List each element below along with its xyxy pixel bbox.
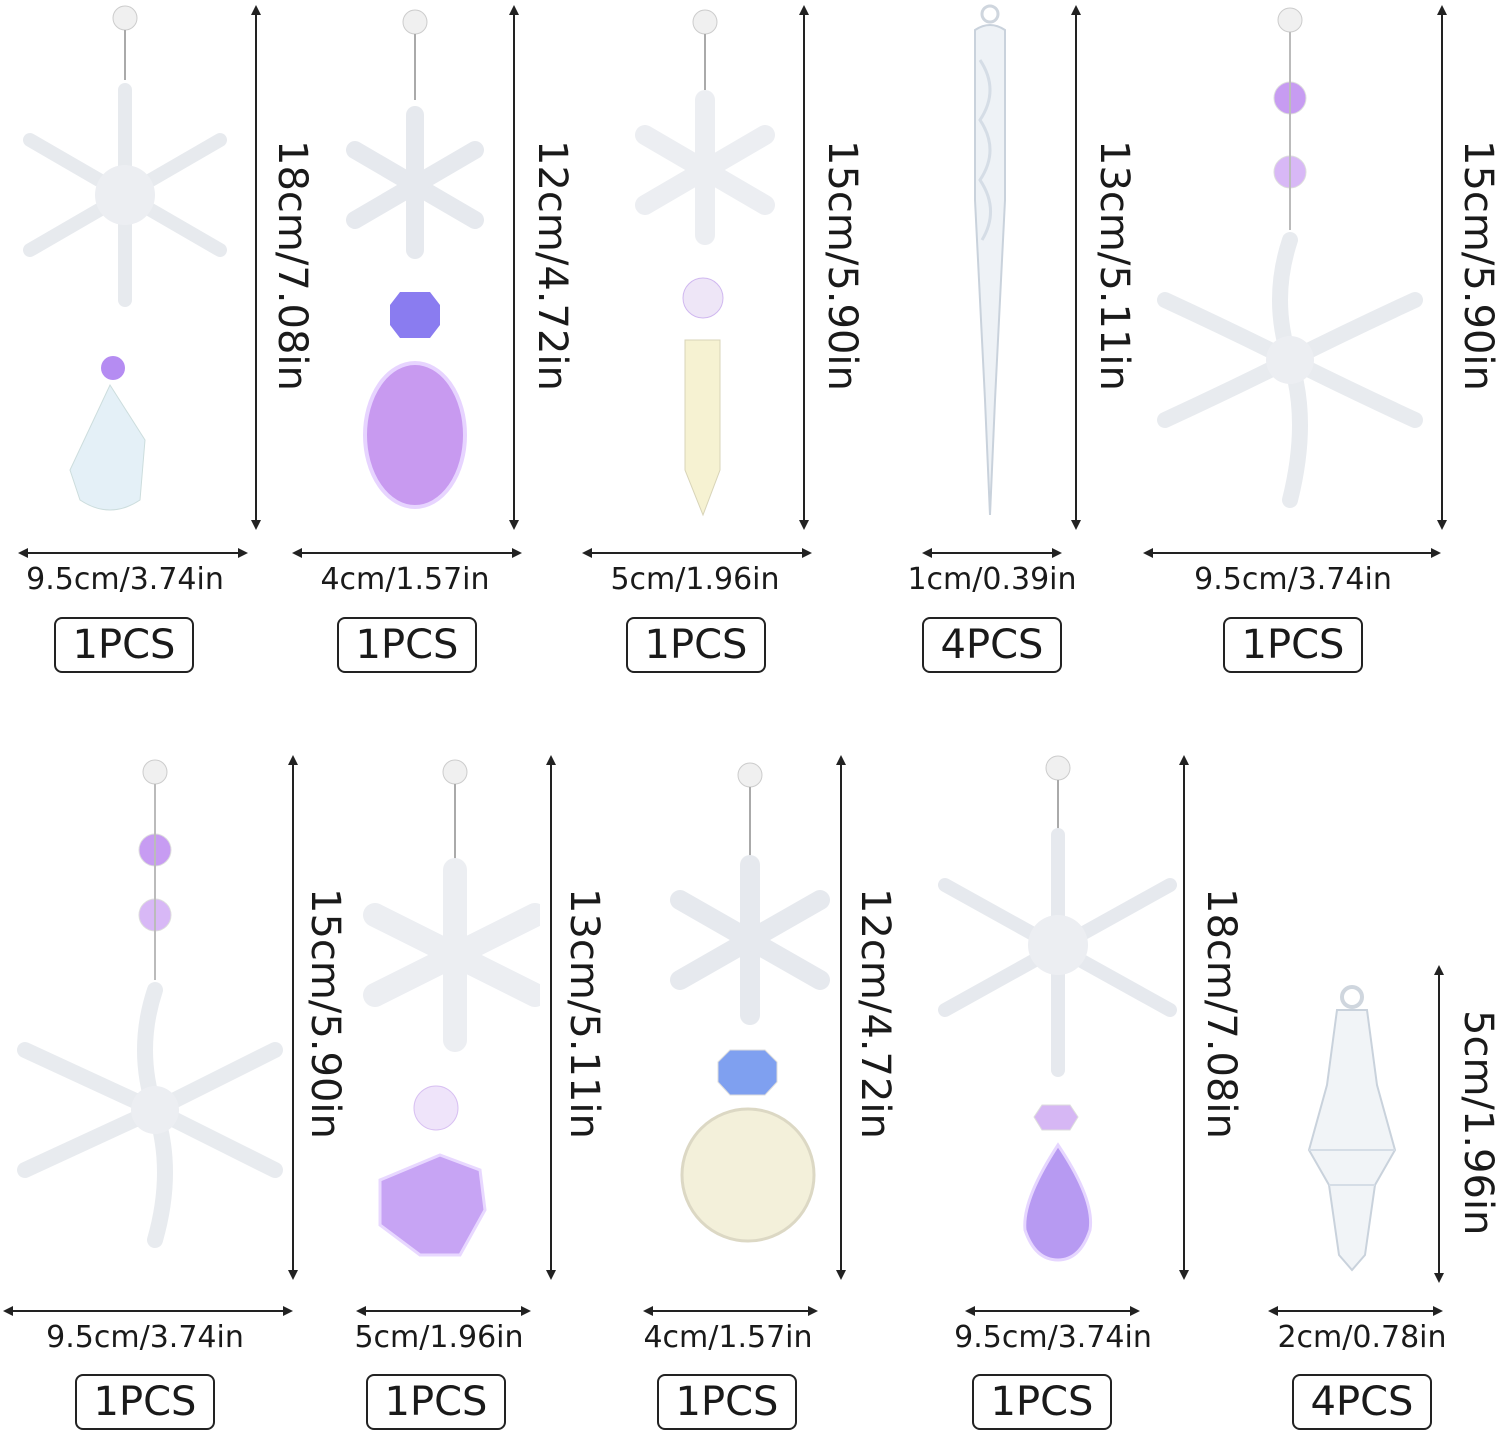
height-dimension-arrow — [835, 755, 847, 1280]
width-dimension-arrow — [356, 1302, 531, 1316]
snowflake-ornament-c-image — [635, 9, 775, 517]
quantity-badge: 1PCS — [626, 617, 766, 673]
width-dimension-arrow — [643, 1302, 818, 1316]
height-label: 12cm/4.72in — [852, 888, 898, 1139]
width-dimension-arrow — [922, 544, 1062, 558]
width-label: 5cm/1.96in — [610, 562, 780, 597]
height-label: 13cm/5.11in — [561, 888, 607, 1139]
height-dimension-arrow — [1178, 755, 1190, 1280]
height-label: 15cm/5.90in — [302, 888, 348, 1139]
width-dimension-arrow — [18, 544, 248, 558]
quantity-badge: 4PCS — [1292, 1374, 1432, 1430]
height-dimension-arrow — [508, 5, 520, 530]
quantity-badge: 1PCS — [366, 1374, 506, 1430]
height-dimension-arrow — [287, 755, 299, 1280]
height-label: 15cm/5.90in — [1455, 140, 1500, 391]
quantity-badge: 1PCS — [972, 1374, 1112, 1430]
snowflake-ornament-b-image — [346, 9, 484, 509]
width-label: 9.5cm/3.74in — [1194, 562, 1392, 597]
snowflake-ornament-f-image — [938, 755, 1177, 1262]
quantity-badge: 1PCS — [1223, 617, 1363, 673]
swirl-snowflake-ornament-b-image — [17, 759, 283, 1248]
height-label: 15cm/5.90in — [819, 140, 865, 391]
width-dimension-arrow — [3, 1302, 293, 1316]
quantity-badge: 1PCS — [75, 1374, 215, 1430]
height-dimension-arrow — [545, 755, 557, 1280]
width-label: 9.5cm/3.74in — [26, 562, 224, 597]
width-dimension-arrow — [1143, 544, 1441, 558]
height-label: 18cm/7.08in — [1198, 888, 1244, 1139]
height-label: 5cm/1.96in — [1455, 1010, 1500, 1236]
height-dimension-arrow — [1433, 965, 1445, 1283]
width-label: 1cm/0.39in — [907, 562, 1077, 597]
width-dimension-arrow — [292, 544, 522, 558]
height-dimension-arrow — [1436, 5, 1448, 530]
height-label: 12cm/4.72in — [529, 140, 575, 391]
snowflake-ornament-a-image — [23, 5, 227, 511]
height-label: 18cm/7.08in — [269, 140, 315, 391]
height-dimension-arrow — [1070, 5, 1082, 530]
width-label: 4cm/1.57in — [643, 1320, 813, 1355]
icicle-ornament-image — [974, 4, 1006, 516]
height-label: 13cm/5.11in — [1091, 140, 1137, 391]
height-dimension-arrow — [798, 5, 810, 530]
width-label: 2cm/0.78in — [1277, 1320, 1447, 1355]
swirl-snowflake-ornament-a-image — [1157, 7, 1423, 508]
width-label: 5cm/1.96in — [354, 1320, 524, 1355]
width-dimension-arrow — [965, 1302, 1140, 1316]
crystal-drop-ornament-image — [1307, 985, 1397, 1272]
quantity-badge: 1PCS — [657, 1374, 797, 1430]
snowflake-ornament-d-image — [363, 759, 540, 1257]
snowflake-ornament-e-image — [670, 762, 830, 1243]
width-label: 9.5cm/3.74in — [954, 1320, 1152, 1355]
height-dimension-arrow — [250, 5, 262, 530]
quantity-badge: 1PCS — [337, 617, 477, 673]
width-dimension-arrow — [582, 544, 812, 558]
width-label: 4cm/1.57in — [320, 562, 490, 597]
width-dimension-arrow — [1268, 1302, 1443, 1316]
quantity-badge: 4PCS — [922, 617, 1062, 673]
width-label: 9.5cm/3.74in — [46, 1320, 244, 1355]
quantity-badge: 1PCS — [54, 617, 194, 673]
